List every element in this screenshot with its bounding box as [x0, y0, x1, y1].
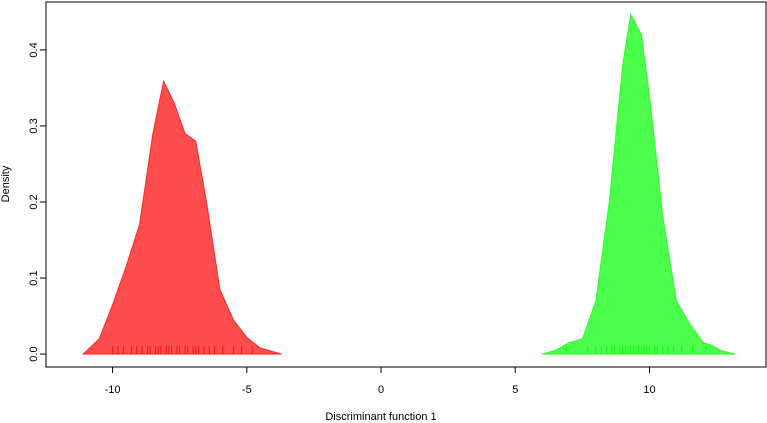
- x-tick-label: 10: [643, 384, 655, 396]
- x-axis-title: Discriminant function 1: [325, 411, 436, 423]
- x-tick-label: -10: [105, 384, 121, 396]
- y-tick-label: 0.4: [28, 42, 40, 57]
- plot-frame: [45, 1, 767, 368]
- y-tick-label: 0.2: [28, 194, 40, 209]
- density-area: [81, 79, 282, 355]
- y-axis-title: Density: [0, 165, 12, 202]
- x-tick-label: 5: [512, 384, 518, 396]
- y-tick-label: 0.0: [28, 346, 40, 361]
- y-tick-label: 0.3: [28, 118, 40, 133]
- y-tick-label: 0.1: [28, 270, 40, 285]
- density-area: [541, 12, 736, 355]
- x-tick-label: -5: [242, 384, 252, 396]
- x-tick-label: 0: [378, 384, 384, 396]
